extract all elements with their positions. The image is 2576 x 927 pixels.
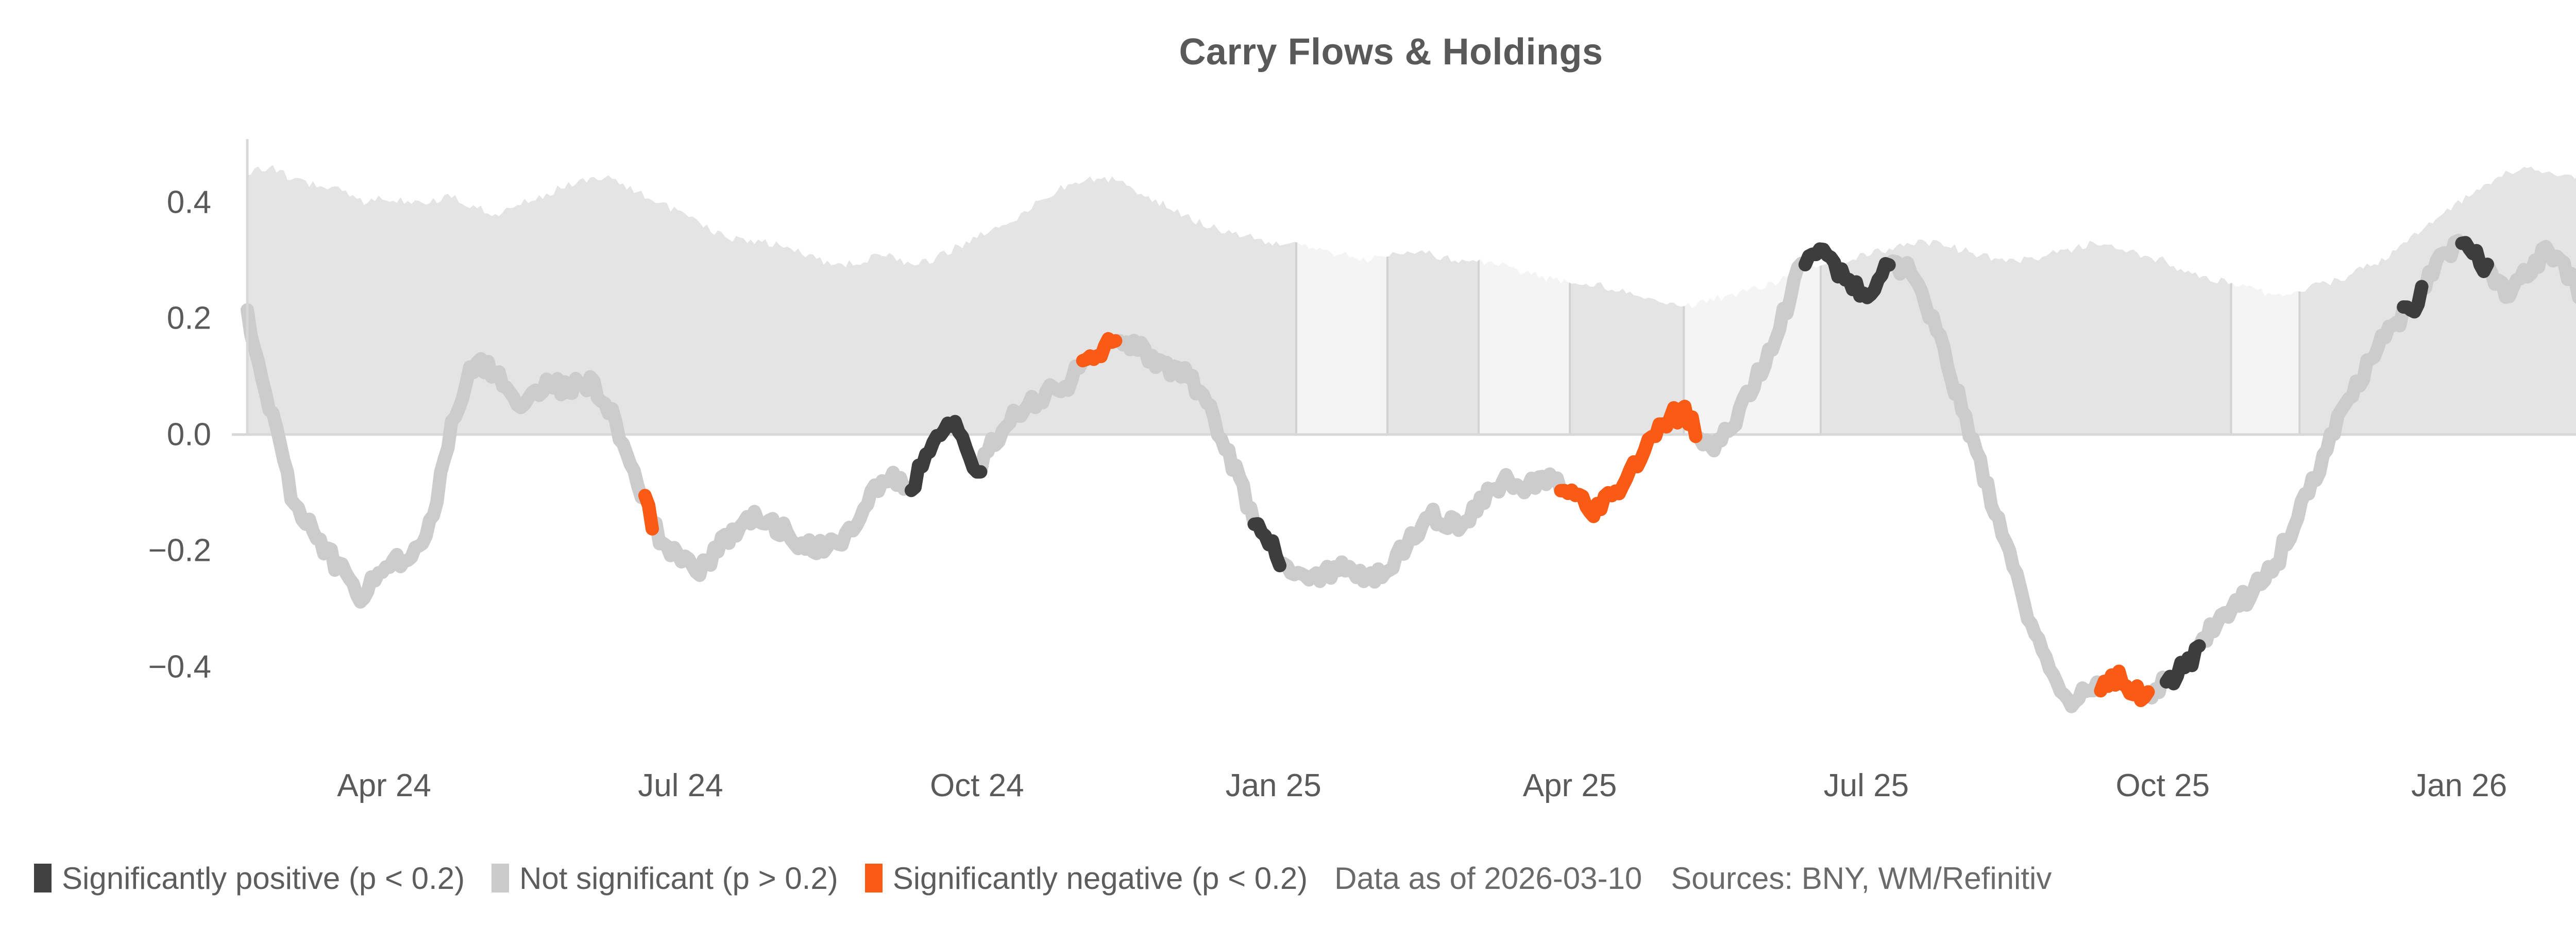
flow-segment-positive: [1247, 517, 1287, 573]
x-tick-label: Jan 26: [2411, 768, 2507, 803]
x-tick-label: Jul 24: [638, 768, 723, 803]
flow-segment-negative: [1554, 400, 1703, 523]
x-tick-label: Jan 25: [1225, 768, 1321, 803]
x-tick-label: Oct 25: [2115, 768, 2210, 803]
x-tick-label: Oct 24: [929, 768, 1024, 803]
x-tick-label: Apr 24: [337, 768, 431, 803]
legend-swatch-negative: [865, 864, 883, 892]
flow-segment-positive: [904, 415, 988, 497]
flow-segment-positive: [2397, 280, 2429, 319]
data-as-of-note: Data as of 2026-03-10: [1334, 861, 1642, 896]
flow-segment-positive: [2159, 639, 2206, 691]
legend: Significantly positive (p < 0.2) Not sig…: [34, 855, 2080, 901]
flow-segment-negative: [2094, 664, 2155, 708]
x-tick-label: Jul 25: [1823, 768, 1909, 803]
legend-swatch-positive: [34, 864, 52, 892]
flow-segment-negative: [1076, 332, 1123, 368]
y-tick-label: 0.2: [166, 300, 211, 336]
flow-line-neutral: [241, 234, 2576, 713]
legend-item[interactable]: Significantly positive (p < 0.2): [34, 861, 465, 896]
flow-segment-negative: [638, 489, 659, 536]
y-axis-ticks: 0.4 0.2 0.0 −0.2 −0.4: [57, 0, 211, 927]
legend-item[interactable]: Significantly negative (p < 0.2): [865, 861, 1308, 896]
y-tick-label: 0.0: [166, 417, 211, 453]
legend-label: Significantly negative (p < 0.2): [892, 861, 1308, 896]
y-tick-label: 0.4: [166, 184, 211, 220]
legend-label: Not significant (p > 0.2): [519, 861, 838, 896]
sources-note: Sources: BNY, WM/Refinitiv: [1671, 861, 2052, 896]
flow-segment-positive: [2455, 236, 2495, 279]
flow-segment-positive: [1798, 242, 1896, 304]
legend-swatch-neutral: [492, 864, 510, 892]
legend-item[interactable]: Not significant (p > 0.2): [492, 861, 838, 896]
legend-label: Significantly positive (p < 0.2): [62, 861, 465, 896]
y-tick-label: −0.4: [148, 649, 211, 685]
page-title: Carry Flows & Holdings: [1179, 31, 1603, 73]
y-tick-label: −0.2: [148, 533, 211, 569]
x-tick-label: Apr 25: [1522, 768, 1617, 803]
